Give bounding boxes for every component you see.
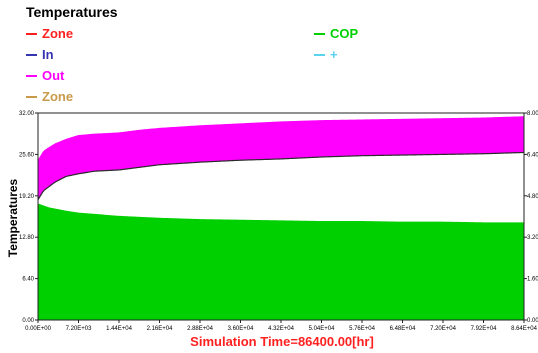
legend-label-out: Out bbox=[42, 68, 65, 83]
legend-label-plus: + bbox=[330, 47, 338, 62]
x-tick-label-0: 0.00E+00 bbox=[25, 326, 52, 332]
x-tick-label-11: 7.92E+04 bbox=[471, 326, 498, 332]
x-tick-label-5: 3.60E+04 bbox=[228, 326, 255, 332]
x-tick-label-9: 6.48E+04 bbox=[390, 326, 417, 332]
series-band-cop bbox=[38, 203, 524, 320]
legend-item-cop: COP bbox=[314, 23, 358, 44]
legend-swatch-in bbox=[26, 53, 37, 56]
legend-label-zone: Zone bbox=[42, 26, 74, 41]
legend-item-in: In bbox=[26, 44, 73, 65]
x-axis-label: Simulation Time=86400.00[hr] bbox=[190, 334, 374, 349]
x-tick-label-8: 5.76E+04 bbox=[349, 326, 376, 332]
x-tick-label-1: 7.20E+03 bbox=[66, 326, 93, 332]
series-band-out bbox=[38, 116, 524, 200]
y-axis-label: Temperatures bbox=[6, 178, 20, 258]
legend-swatch-zone bbox=[26, 32, 37, 35]
legend-label-in: In bbox=[42, 47, 54, 62]
series-edge-out bbox=[37, 151, 525, 200]
legend-label-cop: COP bbox=[330, 26, 359, 41]
legend-swatch-out bbox=[26, 74, 37, 77]
y2-tick-label-2: 3.20 bbox=[527, 235, 538, 241]
legend-right: COP + bbox=[314, 23, 358, 65]
y2-tick-label-0: 0.00 bbox=[527, 318, 538, 324]
legend-item-plus: + bbox=[314, 44, 358, 65]
legend-swatch-plus bbox=[314, 53, 325, 56]
legend-left: Zone In Out Zone bbox=[26, 23, 73, 107]
y-tick-label-0: 0.00 bbox=[22, 318, 34, 324]
x-tick-label-2: 1.44E+04 bbox=[106, 326, 133, 332]
x-tick-label-3: 2.16E+04 bbox=[147, 326, 174, 332]
legend-swatch-cop bbox=[314, 32, 325, 35]
y-tick-label-2: 12.80 bbox=[19, 235, 35, 241]
legend-item-zone-2: Zone bbox=[26, 86, 73, 107]
x-tick-label-6: 4.32E+04 bbox=[268, 326, 295, 332]
legend-swatch-zone-2 bbox=[26, 95, 37, 98]
y-tick-label-5: 32.00 bbox=[19, 111, 35, 117]
chart-title: Temperatures bbox=[26, 4, 118, 20]
y2-tick-label-1: 1.60 bbox=[527, 277, 538, 283]
legend-item-out: Out bbox=[26, 65, 73, 86]
x-tick-label-4: 2.88E+04 bbox=[187, 326, 214, 332]
y-tick-label-4: 25.60 bbox=[19, 152, 35, 158]
x-tick-label-10: 7.20E+04 bbox=[430, 326, 457, 332]
y2-tick-label-4: 6.40 bbox=[527, 152, 538, 158]
y2-tick-label-3: 4.80 bbox=[527, 194, 538, 200]
legend-item-zone: Zone bbox=[26, 23, 73, 44]
legend-label-zone-2: Zone bbox=[42, 89, 74, 104]
x-tick-label-7: 5.04E+04 bbox=[309, 326, 336, 332]
y2-tick-label-5: 8.00 bbox=[527, 111, 538, 117]
y-tick-label-3: 19.20 bbox=[19, 194, 35, 200]
series-layer bbox=[37, 116, 525, 320]
x-tick-label-12: 8.64E+04 bbox=[511, 326, 538, 332]
tick-layer: 0.00E+00 7.20E+03 1.44E+04 2.16E+04 2.88E+04… bbox=[19, 111, 538, 332]
y-tick-label-1: 6.40 bbox=[22, 277, 34, 283]
